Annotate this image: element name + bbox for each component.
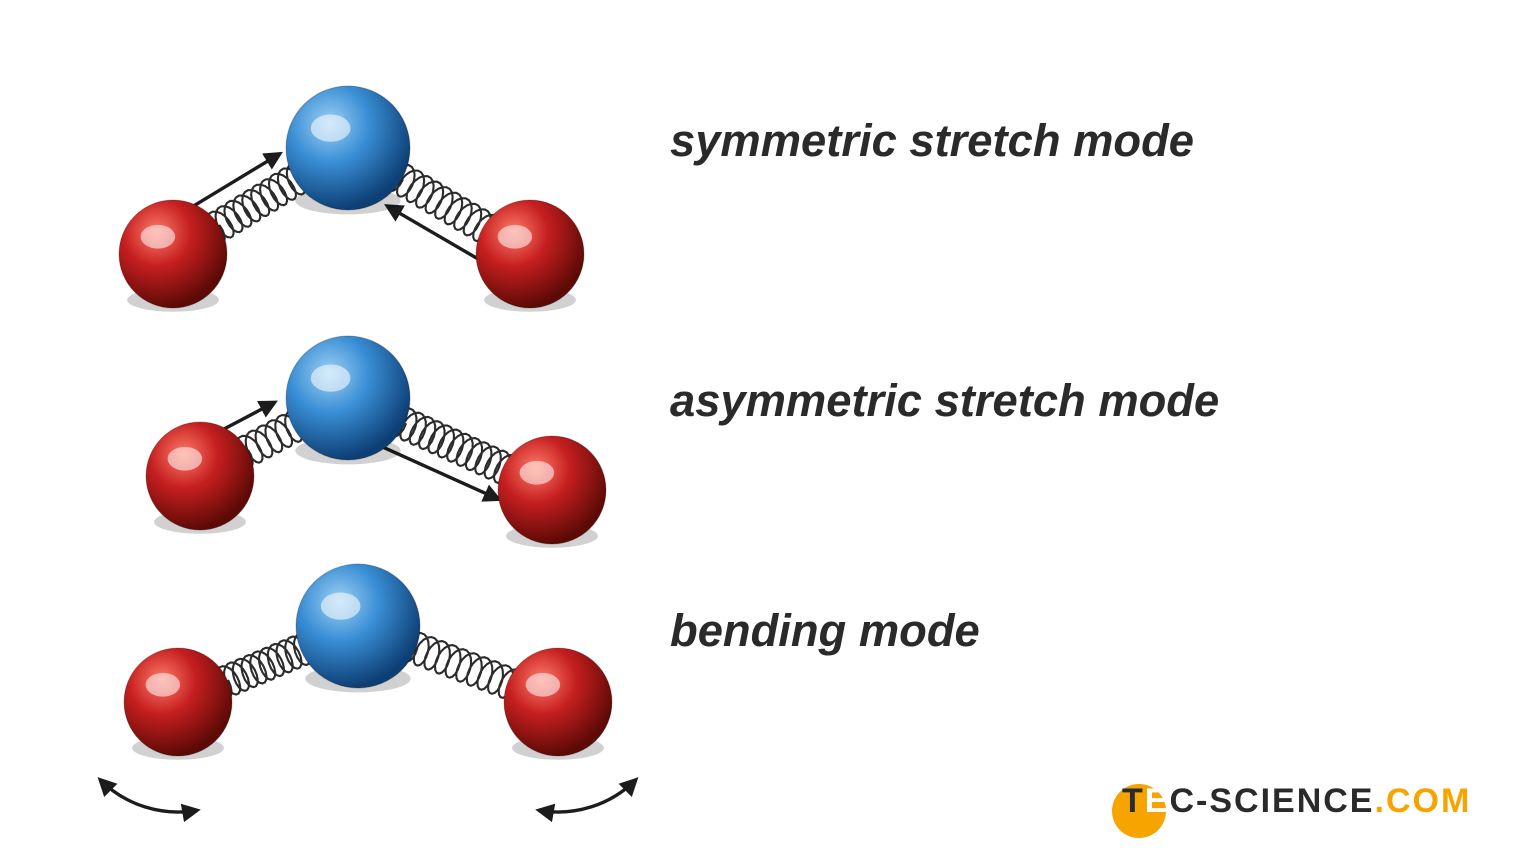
bond-spring-right bbox=[391, 408, 519, 482]
label-bending: bending mode bbox=[670, 605, 980, 657]
outer-atom-left bbox=[146, 422, 254, 534]
center-atom bbox=[296, 564, 420, 692]
center-atom bbox=[286, 86, 410, 214]
logo-tec-science: TEC-SCIENCE.COM bbox=[1108, 782, 1471, 821]
label-asymmetric: asymmetric stretch mode bbox=[670, 375, 1219, 427]
label-symmetric: symmetric stretch mode bbox=[670, 115, 1194, 167]
outer-atom-right bbox=[498, 436, 606, 548]
outer-atom-left bbox=[119, 200, 227, 312]
center-atom bbox=[286, 336, 410, 464]
motion-arrow bbox=[539, 780, 636, 812]
outer-atom-left bbox=[124, 648, 232, 760]
outer-atom-right bbox=[476, 200, 584, 312]
outer-atom-right bbox=[504, 648, 612, 760]
motion-arrow bbox=[100, 780, 197, 812]
logo-text: TEC-SCIENCE.COM bbox=[1108, 782, 1471, 821]
diagram-canvas: symmetric stretch mode asymmetric stretc… bbox=[0, 0, 1536, 864]
